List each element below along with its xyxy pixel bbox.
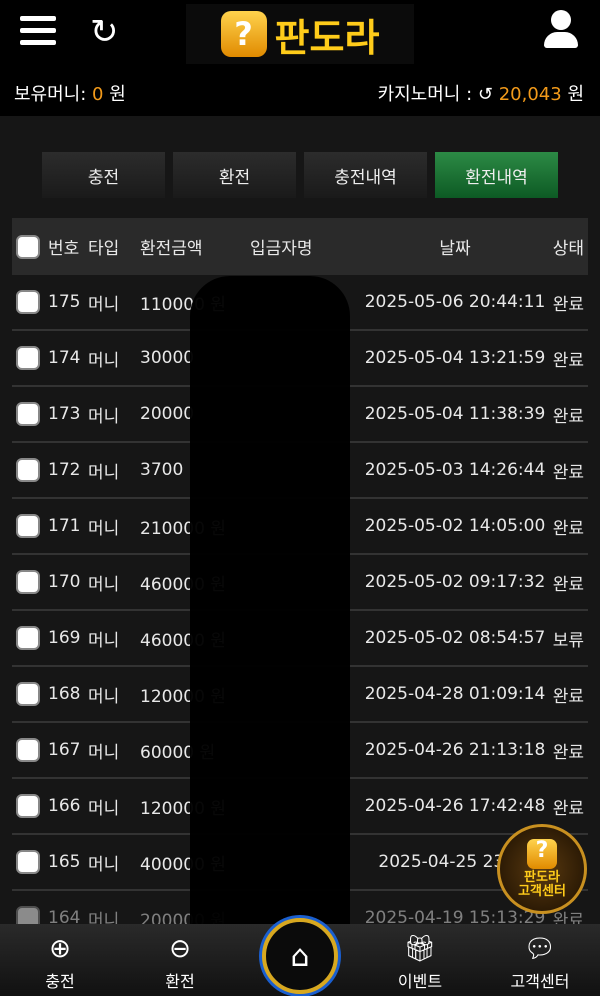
row-checkbox[interactable] [16,682,40,706]
nav-event[interactable]: 🎁︎ 이벤트 [397,934,443,991]
user-icon[interactable] [544,10,578,48]
home-icon: ⌂ [290,938,310,974]
tab-exchange-history[interactable]: 환전내역 [435,152,558,198]
row-checkbox[interactable] [16,514,40,538]
table-header: 번호 타입 환전금액 입금자명 날짜 상태 [12,218,588,275]
tab-charge[interactable]: 충전 [42,152,165,198]
nav-support[interactable]: 💬︎ 고객센터 [510,934,570,991]
row-checkbox[interactable] [16,290,40,314]
row-checkbox[interactable] [16,458,40,482]
casino-refresh-icon[interactable]: ↺ [477,84,493,105]
row-checkbox[interactable] [16,794,40,818]
row-checkbox[interactable] [16,850,40,874]
logo[interactable]: ? 판도라 [186,4,414,64]
row-checkbox[interactable] [16,346,40,370]
row-checkbox[interactable] [16,402,40,426]
top-bar: ↻ ? 판도라 보유머니: 0 원 카지노머니 : ↺ 20,043 원 [0,0,600,116]
gift-icon: 🎁︎ [403,934,437,964]
tab-exchange[interactable]: 환전 [173,152,296,198]
menu-icon[interactable] [20,16,56,46]
nav-exchange[interactable]: ⊖ 환전 [165,934,195,991]
nav-charge[interactable]: ⊕ 충전 [45,934,75,991]
casino-balance: 카지노머니 : ↺ 20,043 원 [377,84,584,105]
balance: 보유머니: 0 원 [14,84,126,105]
customer-center-badge[interactable]: ? 판도라 고객센터 [497,824,587,914]
tabs: 충전 환전 충전내역 환전내역 [42,152,558,198]
piggy-plus-icon: ⊕ [49,934,71,964]
row-checkbox[interactable] [16,570,40,594]
home-button[interactable]: ⌂ [262,918,338,994]
redaction-overlay [190,276,350,970]
select-all-checkbox[interactable] [16,234,40,259]
table-row[interactable]: 165 머니 400000 원 2025-04-25 23:29 [12,835,588,891]
refresh-icon[interactable]: ↻ [90,12,119,52]
logo-question-icon: ? [220,11,267,57]
headset-chat-icon: 💬︎ [523,934,557,964]
tab-charge-history[interactable]: 충전내역 [304,152,427,198]
piggy-minus-icon: ⊖ [169,934,191,964]
row-checkbox[interactable] [16,626,40,650]
row-checkbox[interactable] [16,738,40,762]
